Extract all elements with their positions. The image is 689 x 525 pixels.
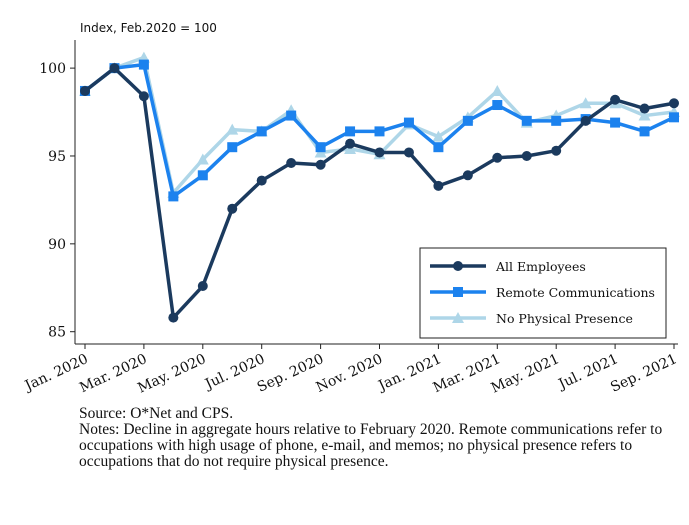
marker [196,153,209,165]
marker [315,159,326,170]
marker [452,312,464,323]
marker [256,126,267,137]
marker [492,152,503,163]
marker [639,126,650,137]
x-tick-label: May. 2021 [489,351,562,396]
marker [286,110,297,121]
marker [453,287,463,297]
marker [168,191,179,202]
marker [669,112,679,123]
marker [433,180,444,191]
marker [551,145,562,156]
marker [521,150,532,161]
marker [433,142,444,153]
y-axis-label: Index, Feb.2020 = 100 [80,21,217,35]
marker [521,115,532,126]
marker [403,147,414,158]
marker [197,281,208,292]
marker [374,126,385,137]
marker [256,175,267,186]
marker [610,117,621,128]
x-tick-label: Sep. 2020 [255,351,326,396]
marker [453,261,463,271]
marker [491,84,504,96]
marker [462,115,473,126]
marker [345,126,356,137]
marker [580,115,591,126]
marker [639,103,650,114]
marker [315,142,326,153]
legend-label: Remote Communications [496,285,655,300]
x-tick-label: Sep. 2021 [608,351,679,396]
marker [551,115,562,126]
marker [610,94,621,105]
marker [197,170,208,181]
y-tick-label: 85 [48,325,66,341]
marker [227,142,238,153]
marker [138,91,149,102]
marker [492,100,503,111]
marker [579,97,592,109]
marker [638,109,651,121]
y-tick-label: 100 [39,61,66,77]
marker [227,203,238,214]
source: Source: O*Net and CPS. [79,405,234,422]
legend-label: All Employees [495,259,586,274]
marker [80,85,90,96]
marker [462,170,473,181]
marker [168,312,179,323]
marker [374,147,385,158]
y-tick-label: 90 [48,237,66,253]
marker [109,63,120,74]
marker [138,59,149,70]
x-tick-label: May. 2020 [135,351,208,396]
y-tick-label: 95 [48,149,66,165]
marker [226,123,239,135]
legend-label: No Physical Presence [496,311,633,326]
marker [669,98,679,109]
marker [432,130,445,142]
marker [345,138,356,149]
marker [286,158,297,169]
marker [403,117,414,128]
notes-block: Source: O*Net and CPS. Notes: Decline in… [79,406,669,470]
notes: Notes: Decline in aggregate hours relati… [79,421,663,470]
x-tick-label: Nov. 2020 [314,351,386,396]
